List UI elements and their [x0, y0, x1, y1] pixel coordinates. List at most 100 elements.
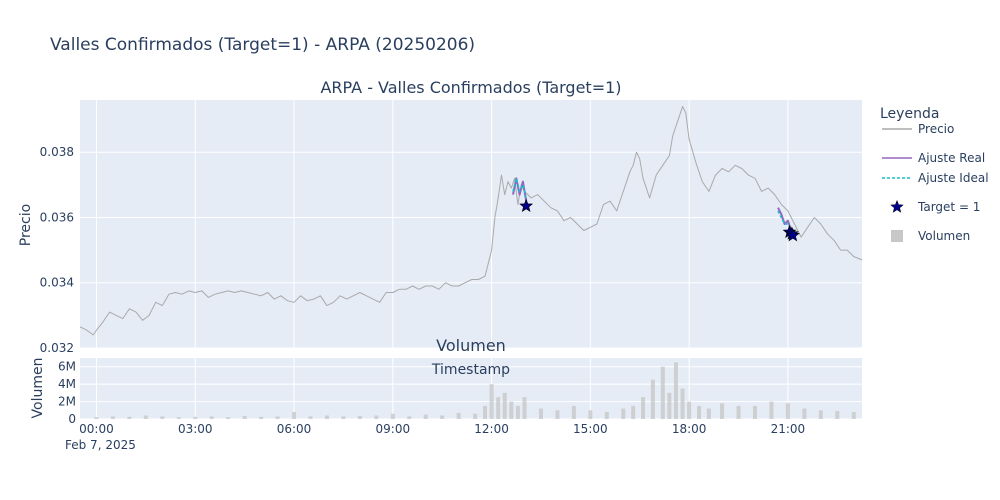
volume-bar: [604, 412, 609, 419]
price-y-tick-label: 0.038: [40, 145, 74, 159]
target-star-marker: [519, 198, 534, 212]
price-series: [79, 106, 863, 336]
legend-star-swatch: [890, 199, 904, 213]
volume-bar: [423, 414, 428, 419]
x-axis-label: Timestamp: [431, 362, 510, 378]
volume-bar: [555, 410, 560, 419]
volume-bar: [357, 415, 362, 419]
price-x-grid: [95, 100, 789, 348]
ajuste-real-line: [777, 207, 793, 231]
volume-bar: [687, 401, 692, 419]
x-tick-label: 03:00: [178, 422, 213, 436]
target-star-marker: [785, 228, 800, 242]
price-y-tick-label: 0.032: [40, 341, 74, 355]
volume-bar: [802, 408, 807, 419]
volume-bar: [588, 410, 593, 419]
volume-bar: [242, 415, 247, 419]
volume-bar: [496, 397, 501, 419]
volume-bar: [818, 410, 823, 419]
volume-bar: [110, 416, 115, 419]
price-y-tick-labels: 0.032 0.034 0.036 0.038: [40, 145, 74, 355]
x-tick-label: 09:00: [376, 422, 411, 436]
volume-y-tick-labels: 0 2M 4M 6M: [58, 360, 76, 426]
legend-item[interactable]: Target = 1: [890, 199, 981, 214]
volume-bar: [522, 397, 527, 419]
volume-bar: [482, 405, 487, 419]
ajuste-ideal-line: [512, 177, 527, 199]
volume-bar: [143, 415, 148, 419]
legend-label: Volumen: [918, 229, 970, 243]
volume-chart: 0 2M 4M 6M 00:00 03:00 06:00 09:00 12:00 15:00 18…: [30, 336, 862, 452]
volume-bar: [489, 384, 494, 419]
price-y-tick-label: 0.034: [40, 276, 74, 290]
volume-bar: [509, 401, 514, 419]
legend-title: Leyenda: [880, 106, 939, 122]
volume-bar: [456, 412, 461, 419]
volume-y-tick-label: 6M: [58, 360, 76, 374]
volume-bar: [673, 362, 678, 419]
x-tick-label: 00:00: [79, 422, 114, 436]
volume-bar: [720, 403, 725, 419]
x-date-label: Feb 7, 2025: [65, 438, 136, 452]
volume-bar: [736, 405, 741, 419]
volume-bars: [94, 362, 856, 419]
volume-bar: [209, 416, 214, 419]
legend-square-swatch: [891, 230, 903, 242]
volume-bar: [706, 408, 711, 419]
volume-bar: [650, 379, 655, 419]
volume-bar: [308, 416, 313, 419]
volume-bar: [851, 412, 856, 419]
legend-label: Ajuste Real: [918, 151, 985, 165]
volume-y-tick-label: 2M: [58, 395, 76, 409]
volume-bar: [473, 413, 478, 419]
legend-label: Target = 1: [917, 200, 980, 214]
x-tick-label: 18:00: [672, 422, 707, 436]
x-tick-label: 21:00: [771, 422, 806, 436]
volume-y-axis-label: Volumen: [30, 358, 46, 419]
price-line: [79, 106, 863, 336]
volume-bar: [292, 412, 297, 419]
volume-bar: [407, 416, 412, 419]
legend-item[interactable]: Volumen: [891, 229, 970, 243]
legend-label: Precio: [918, 122, 954, 136]
volume-bar: [193, 416, 198, 419]
legend-item[interactable]: Ajuste Real: [882, 151, 985, 165]
volume-bar: [515, 405, 520, 419]
x-tick-label: 12:00: [474, 422, 509, 436]
volume-bar: [835, 411, 840, 419]
volume-bar: [324, 415, 329, 419]
volume-bar: [769, 401, 774, 419]
volume-bar: [440, 415, 445, 419]
legend-item[interactable]: Ajuste Ideal: [882, 171, 989, 185]
volume-plot-area: [80, 358, 862, 419]
legend-label: Ajuste Ideal: [918, 171, 989, 185]
volume-bar: [621, 408, 626, 419]
price-y-grid: [80, 151, 862, 349]
volume-bar: [680, 388, 685, 419]
price-chart-title: ARPA - Valles Confirmados (Target=1): [320, 78, 621, 97]
volume-y-tick-label: 4M: [58, 377, 76, 391]
x-tick-label: 06:00: [277, 422, 312, 436]
legend-item[interactable]: Precio: [882, 122, 954, 136]
figure-title: Valles Confirmados (Target=1) - ARPA (20…: [50, 35, 475, 55]
volume-bar: [374, 415, 379, 419]
volume-bar: [667, 392, 672, 419]
volume-bar: [538, 408, 543, 419]
volume-bar: [390, 413, 395, 419]
volume-bar: [259, 416, 264, 419]
volume-bar: [502, 392, 507, 419]
volume-bar: [341, 416, 346, 419]
volume-bar: [94, 417, 99, 419]
volume-bar: [641, 397, 646, 419]
volume-bar: [785, 403, 790, 419]
volume-bar: [226, 417, 231, 419]
legend-items[interactable]: Precio Ajuste Real Ajuste Ideal Target = 1 V…: [882, 122, 989, 243]
volume-bar: [176, 417, 181, 419]
x-tick-label: 15:00: [573, 422, 608, 436]
target-markers: [519, 198, 800, 242]
price-y-tick-label: 0.036: [40, 210, 74, 224]
volume-bar: [127, 416, 132, 419]
ajuste-ideal-line: [777, 210, 792, 231]
legend[interactable]: Leyenda Precio Ajuste Real Ajuste Ideal Tar…: [880, 106, 989, 243]
